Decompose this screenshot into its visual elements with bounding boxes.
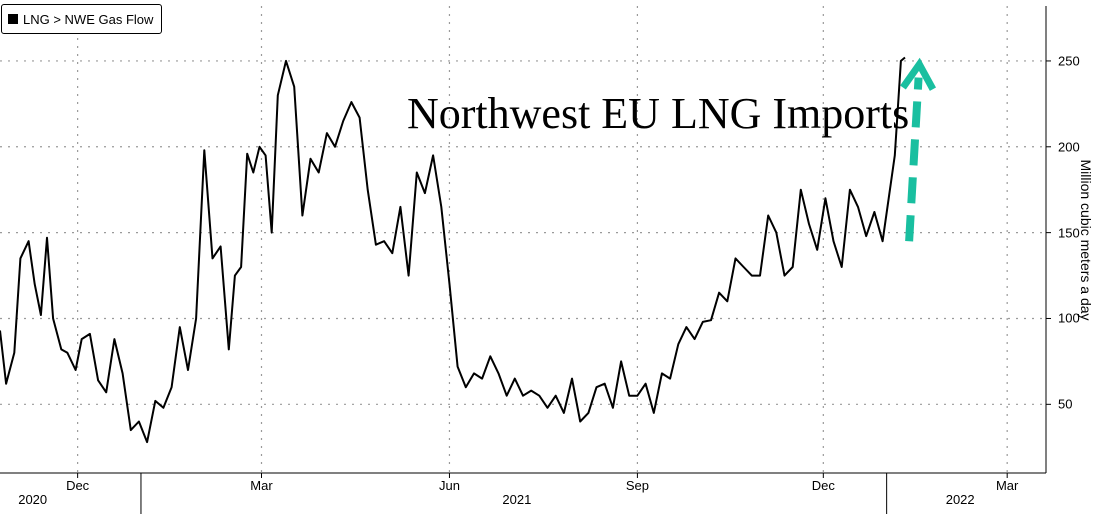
annotation-layer bbox=[900, 57, 936, 242]
legend: LNG > NWE Gas Flow bbox=[1, 4, 163, 34]
legend-swatch bbox=[8, 14, 18, 24]
chart-title: Northwest EU LNG Imports bbox=[407, 89, 910, 138]
x-month-label: Mar bbox=[995, 478, 1019, 493]
x-year-label: 2020 bbox=[18, 492, 48, 507]
x-year-label: 2022 bbox=[945, 492, 975, 507]
y-axis-label: Million cubic meters a day bbox=[1078, 159, 1094, 321]
legend-label: LNG > NWE Gas Flow bbox=[23, 11, 154, 27]
x-month-label: Sep bbox=[625, 478, 649, 493]
y-tick-label: 150 bbox=[1058, 225, 1080, 241]
x-month-label: Mar bbox=[250, 478, 273, 493]
y-tick-label: 250 bbox=[1058, 53, 1080, 69]
y-tick-label: 50 bbox=[1058, 396, 1073, 412]
y-tick-label: 100 bbox=[1058, 310, 1080, 326]
y-tick-label: 200 bbox=[1058, 139, 1080, 155]
arrow-head bbox=[900, 57, 936, 91]
arrow-shaft bbox=[905, 77, 923, 242]
series-line bbox=[0, 56, 906, 444]
x-year-label: 2021 bbox=[502, 492, 532, 507]
x-month-label: Dec bbox=[66, 478, 90, 493]
series-layer bbox=[0, 56, 906, 444]
grid bbox=[0, 6, 1046, 473]
x-month-label: Jun bbox=[438, 478, 460, 493]
x-month-label: Dec bbox=[811, 478, 835, 493]
axes bbox=[0, 6, 1051, 514]
